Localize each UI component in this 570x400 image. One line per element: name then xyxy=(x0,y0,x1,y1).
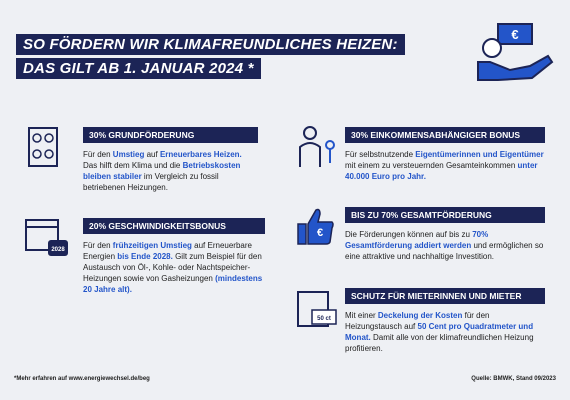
section-heading: 30% GRUNDFÖRDERUNG xyxy=(83,127,258,143)
footnote: *Mehr erfahren auf www.energiewechsel.de… xyxy=(14,376,150,382)
section-body: Für den Umstieg auf Erneuerbares Heizen.… xyxy=(83,149,258,193)
section-heading: 30% EINKOMMENSABHÄNGIGER BONUS xyxy=(345,127,545,143)
icon-text: 2028 xyxy=(51,247,65,253)
section: 30% EINKOMMENSABHÄNGIGER BONUS Für selbst… xyxy=(345,127,545,182)
section-body: Die Förderungen können auf bis zu 70% Ge… xyxy=(345,229,545,262)
highlight-text: (mindestens 20 Jahre alt). xyxy=(83,274,263,294)
highlight-text: Betriebskosten bleiben stabiler xyxy=(83,161,241,181)
hand-money-icon: € xyxy=(477,23,554,81)
body-text: mit einem zu versteuernden Gesamteinkomm… xyxy=(345,161,518,170)
section: BIS ZU 70% GESAMTFÖRDERUNG Die Förderunge… xyxy=(345,207,545,262)
body-text: Gilt zum Beispiel für den Austausch von … xyxy=(83,252,262,283)
body-text: im Vergleich zu fossil betriebenen Heizu… xyxy=(83,172,219,192)
person-key-icon xyxy=(299,126,335,167)
heater-icon xyxy=(28,127,58,167)
section: SCHUTZ FÜR MIETERINNEN UND MIETER Mit ein… xyxy=(345,288,545,354)
section-heading: 20% GESCHWINDIGKEITSBONUS xyxy=(83,218,265,234)
thumbs-up-icon: € xyxy=(297,208,334,245)
section-heading: SCHUTZ FÜR MIETERINNEN UND MIETER xyxy=(345,288,545,304)
highlight-text: Eigentümerinnen und Eigentümer xyxy=(415,150,544,159)
title-line: SO FÖRDERN WIR KLIMAFREUNDLICHES HEIZEN: xyxy=(16,34,405,55)
body-text: Für den xyxy=(83,150,113,159)
section-body: Für den frühzeitigen Umstieg auf Erneuer… xyxy=(83,240,265,295)
section: 30% GRUNDFÖRDERUNG Für den Umstieg auf Er… xyxy=(83,127,258,193)
body-text: Das hilft dem Klima und die xyxy=(83,161,183,170)
section-body: Für selbstnutzende Eigentümerinnen und E… xyxy=(345,149,545,182)
section-body: Mit einer Deckelung der Kosten für den H… xyxy=(345,310,545,354)
section-heading: BIS ZU 70% GESAMTFÖRDERUNG xyxy=(345,207,545,223)
calendar-icon: 2028 xyxy=(25,219,68,256)
body-text: Mit einer xyxy=(345,311,378,320)
rent-icon: 50 ct xyxy=(297,291,337,327)
highlight-text: Umstieg xyxy=(112,150,145,159)
icon-text: 50 ct xyxy=(317,316,331,322)
icon-text: € xyxy=(317,227,323,239)
highlight-text: bis Ende 2028. xyxy=(117,252,173,261)
body-text: Für selbstnutzende xyxy=(345,150,416,159)
source: Quelle: BMWK, Stand 09/2023 xyxy=(471,376,556,382)
body-text: Für den xyxy=(83,241,113,250)
highlight-text: Deckelung der Kosten xyxy=(377,311,463,320)
section: 20% GESCHWINDIGKEITSBONUS Für den frühzei… xyxy=(83,218,265,295)
body-text: auf Erneuerbare Energien xyxy=(83,241,252,261)
highlight-text: Erneuerbares Heizen. xyxy=(159,150,242,159)
body-text: für den Heizungstausch auf xyxy=(345,311,490,331)
highlight-text: 50 Cent pro Quadratmeter und Monat. xyxy=(345,322,534,342)
body-text: auf xyxy=(144,150,160,159)
highlight-text: unter 40.000 Euro pro Jahr. xyxy=(345,161,538,181)
body-text: Damit alle von der klimafreundlichen Hei… xyxy=(345,333,534,353)
body-text: und ermöglichen so eine attraktive und n… xyxy=(345,241,544,261)
icon-text: € xyxy=(511,27,518,42)
body-text: Die Förderungen können auf bis zu xyxy=(345,230,473,239)
title-line: DAS GILT AB 1. JANUAR 2024 * xyxy=(16,58,261,79)
highlight-text: 70% Gesamtförderung addiert werden xyxy=(345,230,489,250)
highlight-text: frühzeitigen Umstieg xyxy=(112,241,192,250)
